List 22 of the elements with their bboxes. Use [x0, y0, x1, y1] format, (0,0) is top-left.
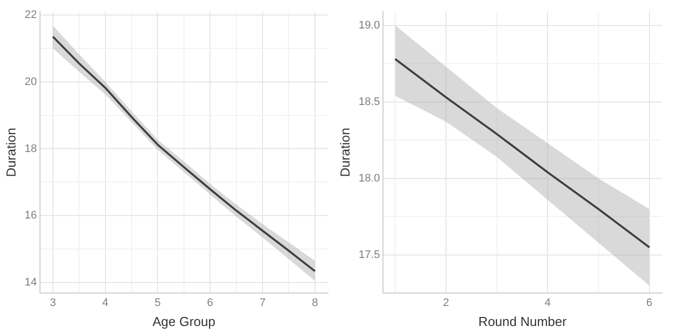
y-axis-title: Duration — [337, 128, 352, 177]
y-tick-label: 17.5 — [358, 248, 380, 261]
y-tick-label: 16 — [24, 210, 37, 222]
y-tick-label: 14 — [24, 276, 37, 289]
y-tick-label: 19.0 — [358, 19, 380, 32]
x-tick-label: 2 — [442, 296, 450, 309]
x-axis-title: Age Group — [152, 314, 216, 329]
x-tick-label: 3 — [50, 296, 56, 309]
y-tick-label: 18.5 — [358, 96, 380, 108]
x-tick-label: 6 — [207, 296, 214, 309]
x-tick-label: 4 — [102, 296, 108, 309]
y-axis-title: Duration — [3, 128, 18, 177]
x-tick-label: 5 — [154, 296, 161, 309]
x-tick-label: 8 — [312, 296, 318, 309]
x-axis-title: Round Number — [478, 314, 568, 329]
y-tick-label: 22 — [24, 8, 37, 21]
x-tick-label: 4 — [544, 296, 551, 309]
x-tick-label: 6 — [646, 296, 652, 309]
y-tick-label: 18 — [24, 142, 37, 155]
x-tick-label: 7 — [259, 296, 266, 309]
y-tick-label: 20 — [24, 76, 37, 88]
y-tick-label: 18.0 — [358, 172, 380, 184]
